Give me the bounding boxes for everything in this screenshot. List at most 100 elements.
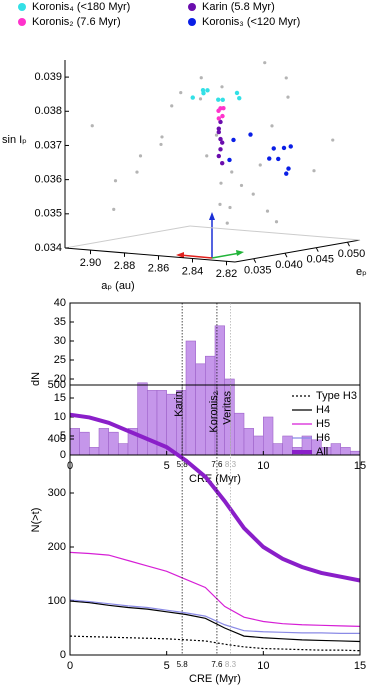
axis-line <box>234 239 361 263</box>
bar <box>89 447 100 456</box>
point <box>331 138 335 142</box>
point <box>220 160 225 166</box>
y-axis-title: N(>t) <box>30 508 42 533</box>
y-tick-label: 40 <box>54 297 66 309</box>
point <box>220 113 225 119</box>
y-tick <box>315 247 319 252</box>
point <box>179 91 183 95</box>
y-tick-label: 0.050 <box>338 248 366 260</box>
x-tick-label: 5 <box>164 460 170 472</box>
point <box>286 95 290 99</box>
point <box>205 88 210 93</box>
bar <box>118 443 129 456</box>
point <box>225 221 229 225</box>
legend-label: All <box>316 446 328 458</box>
y-tick-label: 15 <box>54 392 66 404</box>
point <box>230 170 234 174</box>
point <box>288 144 293 149</box>
bar <box>214 325 225 456</box>
point <box>221 106 226 111</box>
y-tick-label: 0.045 <box>306 254 334 266</box>
point <box>220 140 225 145</box>
point <box>90 124 94 128</box>
point <box>239 183 244 188</box>
legend-swatch <box>188 3 196 11</box>
bar <box>69 428 80 456</box>
axis-line <box>64 247 236 263</box>
bar <box>137 382 148 456</box>
point <box>274 220 279 224</box>
point <box>190 95 195 100</box>
y-tick-label: 0.040 <box>275 259 303 271</box>
y-tick <box>253 258 257 263</box>
y-tick-label: 0.035 <box>244 265 272 277</box>
legend-label: Karin (5.8 Myr) <box>202 1 275 13</box>
point <box>214 133 219 137</box>
point <box>218 136 223 142</box>
point <box>201 91 206 96</box>
y-tick-label: 400 <box>48 433 66 445</box>
point <box>267 156 272 161</box>
point <box>135 170 139 174</box>
bar <box>243 428 254 456</box>
series-line <box>69 412 361 583</box>
legend-label: H4 <box>316 404 330 416</box>
x-tick-label: 2.82 <box>216 268 237 280</box>
y-tick-label: 500 <box>48 379 66 391</box>
series-line <box>69 600 361 643</box>
y-tick-label: 25 <box>54 354 66 366</box>
x-tick-label: 0 <box>67 660 73 672</box>
legend-label: Koronis₃ (<120 Myr) <box>202 16 300 28</box>
y-tick-label: 200 <box>48 541 66 553</box>
point <box>312 169 316 173</box>
point <box>218 119 223 125</box>
point <box>199 76 203 80</box>
point <box>265 209 270 213</box>
bar <box>147 390 158 456</box>
marker-label: 5.8 <box>177 660 189 669</box>
y-tick-label: 35 <box>54 316 66 328</box>
marker-name: Veritas <box>221 391 233 425</box>
bar <box>195 363 206 456</box>
x-axis-title: aₚ (au) <box>101 280 134 292</box>
point <box>284 171 289 176</box>
bar <box>79 431 90 456</box>
bar <box>108 431 119 456</box>
x-tick-label: 5 <box>164 660 170 672</box>
x-tick-label: 2.86 <box>148 263 169 275</box>
marker-label: 8.3 <box>225 660 237 669</box>
x-tick-label: 10 <box>257 660 269 672</box>
y-tick-label: 100 <box>48 595 66 607</box>
series-line <box>69 551 361 627</box>
point <box>286 166 291 171</box>
x-tick-label: 10 <box>257 460 269 472</box>
marker-label: 7.6 <box>211 460 223 469</box>
marker-name: Koronis₂ <box>208 391 220 433</box>
legend-swatch <box>18 3 26 11</box>
bar <box>234 412 245 456</box>
point <box>113 179 118 183</box>
point <box>216 108 221 113</box>
point <box>170 104 174 108</box>
y-axis-title: dN <box>30 372 42 386</box>
point <box>248 132 253 137</box>
z-tick-label: 0.035 <box>34 208 62 220</box>
point <box>270 124 274 128</box>
marker-label: 8.3 <box>225 460 237 469</box>
x-tick-label: 2.90 <box>80 257 101 269</box>
plot-frame <box>69 384 361 656</box>
bar <box>340 447 351 456</box>
series-line <box>69 599 360 634</box>
marker-label: 5.8 <box>177 460 189 469</box>
point <box>218 147 223 152</box>
point <box>276 156 281 162</box>
point <box>263 61 267 65</box>
axis-line <box>64 225 191 249</box>
point <box>216 153 221 159</box>
point <box>220 85 224 89</box>
y-tick-label: 300 <box>48 487 66 499</box>
point <box>220 97 225 103</box>
point <box>205 154 209 158</box>
z-tick-label: 0.038 <box>34 105 62 117</box>
